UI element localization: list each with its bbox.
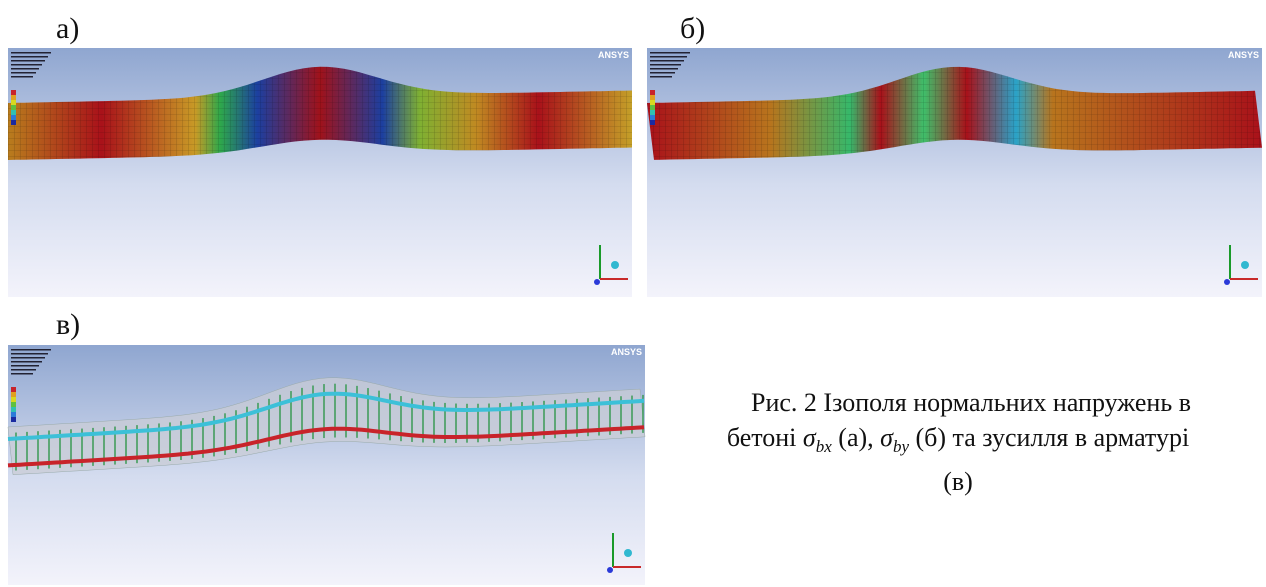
triad-ball <box>624 549 632 557</box>
info-text <box>11 60 45 62</box>
legend-swatch <box>11 407 16 412</box>
legend-swatch <box>650 110 655 115</box>
legend-swatch <box>11 402 16 407</box>
caption-line: бетоні σbx (а), σby (б) та зусилля в арм… <box>655 420 1261 464</box>
caption-text: (а), <box>832 423 880 452</box>
caption-line: (в) <box>655 464 1261 499</box>
axis-z <box>607 567 613 573</box>
legend-swatch <box>11 397 16 402</box>
legend-swatch <box>650 120 655 125</box>
ansys-view: ANSYS <box>8 345 645 585</box>
info-text <box>650 56 687 58</box>
legend-swatch <box>11 387 16 392</box>
logo: ANSYS <box>1228 50 1259 60</box>
info-text <box>11 52 51 54</box>
caption-text: бетоні <box>727 423 803 452</box>
axis-z <box>594 279 600 285</box>
legend-swatch <box>650 115 655 120</box>
symbol: σby <box>880 423 909 452</box>
info-text <box>650 60 684 62</box>
page: а) б) в) ANSYSANSYSANSYS Рис. 2 Ізополя … <box>0 0 1266 587</box>
legend-swatch <box>11 115 16 120</box>
legend-swatch <box>11 417 16 422</box>
info-text <box>650 68 678 70</box>
info-text <box>11 369 36 371</box>
info-text <box>11 365 39 367</box>
caption-text: Рис. 2 Ізополя нормальних напружень в <box>751 388 1191 417</box>
legend-swatch <box>650 105 655 110</box>
symbol-text: σ <box>880 423 893 452</box>
legend-swatch <box>11 392 16 397</box>
logo: ANSYS <box>598 50 629 60</box>
info-text <box>11 56 48 58</box>
info-text <box>650 52 690 54</box>
legend-swatch <box>11 110 16 115</box>
legend-swatch <box>650 95 655 100</box>
ansys-view: ANSYS <box>8 48 632 297</box>
subscript: bx <box>816 437 832 456</box>
legend-swatch <box>11 90 16 95</box>
triad-ball <box>1241 261 1249 269</box>
info-text <box>650 64 681 66</box>
info-text <box>11 76 33 78</box>
legend-swatch <box>650 90 655 95</box>
symbol-text: σ <box>803 423 816 452</box>
subscript: by <box>893 437 909 456</box>
ansys-view: ANSYS <box>647 48 1262 297</box>
legend-swatch <box>11 120 16 125</box>
axis-z <box>1224 279 1230 285</box>
info-text <box>650 72 675 74</box>
caption-line: Рис. 2 Ізополя нормальних напружень в <box>655 385 1261 420</box>
info-text <box>11 357 45 359</box>
legend-swatch <box>11 100 16 105</box>
caption: Рис. 2 Ізополя нормальних напружень в бе… <box>655 385 1261 499</box>
symbol: σbx <box>803 423 832 452</box>
legend-swatch <box>11 95 16 100</box>
info-text <box>11 373 33 375</box>
logo: ANSYS <box>611 347 642 357</box>
legend-swatch <box>11 105 16 110</box>
legend-swatch <box>11 412 16 417</box>
info-text <box>11 353 48 355</box>
info-text <box>11 349 51 351</box>
legend-swatch <box>650 100 655 105</box>
triad-ball <box>611 261 619 269</box>
info-text <box>11 64 42 66</box>
info-text <box>650 76 672 78</box>
info-text <box>11 68 39 70</box>
info-text <box>11 72 36 74</box>
caption-text: (б) та зусилля в арматурі <box>909 423 1189 452</box>
info-text <box>11 361 42 363</box>
